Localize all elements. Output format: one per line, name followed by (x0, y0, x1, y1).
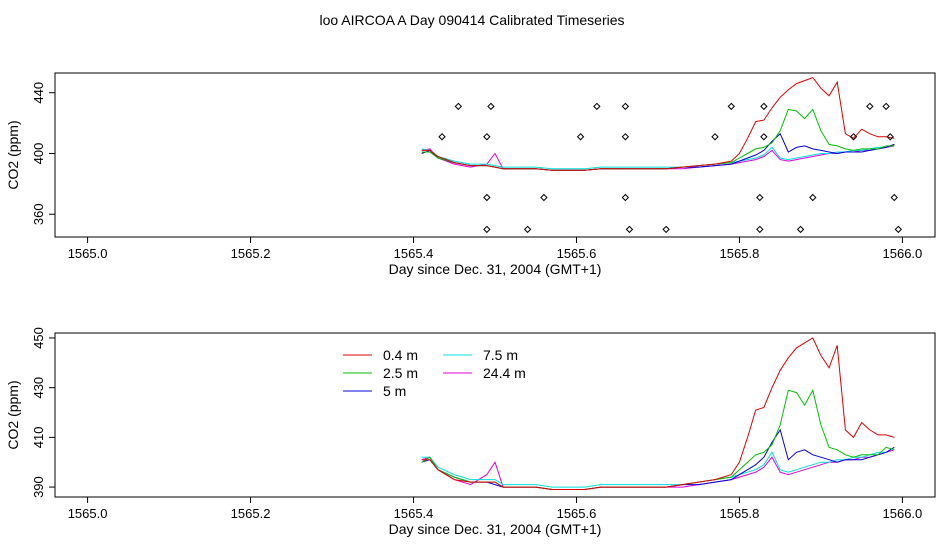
panel-1-series-line-2-5-m (421, 108, 895, 171)
panel-1-y-tick-label: 360 (31, 203, 46, 225)
panel-1-x-tick-label: 1566.0 (883, 246, 923, 261)
panel-1-data-point (890, 193, 898, 202)
panel-2-series-line-0-4-m (421, 337, 895, 490)
panel-1-data-point (593, 102, 601, 111)
panel-1-data-point (866, 102, 874, 111)
panel-1-data-point (796, 225, 805, 234)
panel-1-x-axis-label: Day since Dec. 31, 2004 (GMT+1) (389, 261, 602, 277)
panel-1-data-point (540, 193, 548, 202)
panel-1-data-point (621, 102, 630, 111)
panel-1-data-point (483, 225, 491, 234)
panel-1-x-tick-label: 1565.2 (231, 246, 271, 261)
panel-1-data-point (882, 102, 890, 111)
panel-1-x-tick-label: 1565.4 (394, 246, 434, 261)
panel-2-series-line-5-m (421, 428, 895, 490)
panel-2-legend-label: 2.5 m (383, 365, 418, 381)
panel-2-y-axis-label: CO2 (ppm) (5, 380, 21, 449)
panel-2-y-tick-label: 450 (31, 327, 46, 349)
panel-2-y-tick-label: 430 (31, 377, 46, 399)
panel-1-y-tick-label: 440 (31, 82, 46, 104)
panel-1-data-point (849, 133, 858, 141)
panel-1-data-point (662, 225, 670, 234)
panel-1-data-point (625, 225, 634, 234)
panel-1-data-point (523, 225, 532, 234)
panel-1-data-point (438, 133, 446, 141)
panel-1-y-tick-label: 400 (31, 143, 46, 165)
panel-2-y-tick-label: 410 (31, 427, 46, 449)
panel-1-data-point (760, 133, 768, 141)
panel-1-data-point (756, 225, 764, 234)
panel-2-plot-frame (54, 332, 936, 498)
panel-2-legend-label: 0.4 m (383, 347, 418, 363)
panel-2-legend-label: 24.4 m (483, 365, 526, 381)
panel-1-data-point (576, 133, 585, 141)
panel-2-x-tick-label: 1565.6 (557, 506, 597, 521)
panel-1-series-line-0-4-m (421, 77, 895, 171)
panel-1-data-point (621, 133, 630, 141)
panel-1-x-tick-label: 1565.0 (68, 246, 108, 261)
panel-1-data-point (756, 193, 764, 202)
panel-2-legend-label: 5 m (383, 383, 406, 399)
panel-1-data-point (809, 193, 817, 202)
panel-2-x-tick-label: 1565.8 (720, 506, 760, 521)
chart-title: loo AIRCOA A Day 090414 Calibrated Times… (319, 12, 624, 28)
panel-2-y-tick-label: 390 (31, 476, 46, 498)
panel-1-plot-frame (54, 72, 936, 238)
panel-2-legend-label: 7.5 m (483, 347, 518, 363)
panel-2-x-tick-label: 1565.4 (394, 506, 434, 521)
panel-1-data-point (727, 102, 736, 111)
panel-2-x-tick-label: 1565.2 (231, 506, 271, 521)
panel-1-data-point (621, 193, 630, 202)
panel-1-data-point (886, 133, 894, 141)
panel-2-series-line-7-5-m (421, 446, 895, 488)
panel-2-x-tick-label: 1566.0 (883, 506, 923, 521)
panel-2-x-tick-label: 1565.0 (68, 506, 108, 521)
panel-1-data-point (483, 193, 491, 202)
panel-1-y-axis-label: CO2 (ppm) (5, 120, 21, 189)
panel-2-x-axis-label: Day since Dec. 31, 2004 (GMT+1) (389, 521, 602, 537)
panel-1-x-tick-label: 1565.6 (557, 246, 597, 261)
panel-1-data-point (487, 102, 495, 111)
panel-1-data-point (894, 225, 903, 234)
panel-1-x-tick-label: 1565.8 (720, 246, 760, 261)
panel-1-data-point (760, 102, 768, 111)
panel-2-series-line-2-5-m (421, 388, 895, 490)
panel-1-data-point (483, 133, 491, 141)
panel-1-data-point (711, 133, 719, 141)
panel-1-data-point (454, 102, 463, 111)
